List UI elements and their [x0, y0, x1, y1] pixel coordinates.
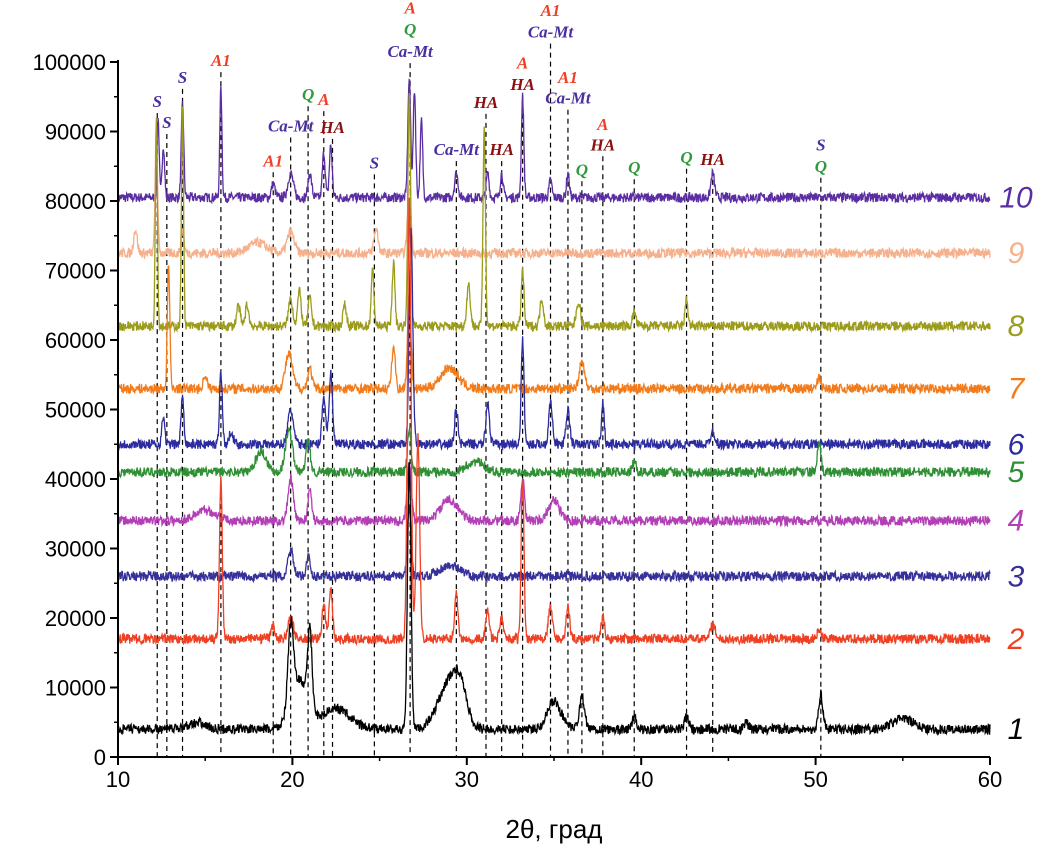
phase-label: Q — [680, 148, 692, 167]
phase-label: Q — [628, 158, 640, 177]
phase-label: HA — [699, 150, 725, 169]
phase-label: Q — [576, 160, 588, 179]
series-line-10 — [117, 78, 991, 205]
series-line-8 — [117, 93, 991, 334]
phase-label: Q — [302, 85, 314, 104]
phase-label: S — [816, 135, 825, 154]
x-tick-label: 50 — [803, 767, 827, 792]
phase-label: Q — [404, 20, 416, 39]
y-tick-label: 50000 — [45, 398, 106, 423]
x-axis-label: 2θ, град — [506, 814, 603, 844]
phase-label: Ca-Mt — [387, 42, 434, 61]
phase-label: Ca-Mt — [434, 140, 481, 159]
series-label-5: 5 — [1008, 456, 1025, 489]
y-tick-label: 40000 — [45, 467, 106, 492]
series-group: 10 9 8 7 65 4 3 2 1 — [117, 78, 1033, 746]
phase-label: S — [162, 113, 171, 132]
phase-label: Ca-Mt — [268, 117, 315, 136]
y-tick-label: 60000 — [45, 328, 106, 353]
y-tick-label: 80000 — [45, 189, 106, 214]
series-label-7: 7 — [1008, 373, 1026, 406]
series-line-4 — [117, 462, 991, 528]
phase-label: Ca-Mt — [528, 23, 575, 42]
x-tick-label: 40 — [629, 767, 653, 792]
phase-label: S — [153, 92, 162, 111]
series-label-8: 8 — [1008, 310, 1025, 343]
series-label-10: 10 — [999, 182, 1033, 215]
y-tick-label: 10000 — [45, 676, 106, 701]
phase-label: S — [178, 68, 187, 87]
phase-label: A — [516, 53, 528, 72]
x-tick-label: 10 — [106, 767, 130, 792]
x-tick-label: 30 — [455, 767, 479, 792]
phase-label: A — [403, 0, 415, 17]
phase-label: A1 — [540, 1, 561, 20]
phase-label: HA — [509, 75, 535, 94]
series-label-2: 2 — [1007, 623, 1025, 656]
phase-label: A — [596, 115, 608, 134]
y-tick-label: 0 — [94, 745, 106, 770]
series-line-2 — [117, 197, 991, 647]
phase-label: S — [370, 153, 379, 172]
reflection-markers — [156, 43, 822, 757]
series-label-3: 3 — [1008, 560, 1025, 593]
y-tick-label: 70000 — [45, 259, 106, 284]
y-tick-label: 20000 — [45, 606, 106, 631]
series-label-9: 9 — [1008, 237, 1025, 270]
phase-label: HA — [590, 135, 616, 154]
series-line-1 — [117, 462, 991, 737]
y-tick-label: 100000 — [33, 50, 106, 75]
phase-label: A1 — [262, 151, 283, 170]
phase-label: Q — [815, 157, 827, 176]
series-label-6: 6 — [1008, 428, 1025, 461]
series-label-4: 4 — [1008, 505, 1025, 538]
x-tick-label: 20 — [280, 767, 304, 792]
phase-label: A1 — [210, 51, 231, 70]
phase-label: HA — [319, 118, 345, 137]
phase-label: Ca-Mt — [545, 89, 592, 108]
phase-label: A1 — [557, 68, 578, 87]
series-line-9 — [117, 129, 991, 261]
y-tick-label: 30000 — [45, 537, 106, 562]
series-line-3 — [117, 504, 991, 584]
series-line-7 — [117, 265, 991, 396]
series-line-5 — [117, 427, 991, 480]
series-label-1: 1 — [1008, 713, 1025, 746]
phase-label: A — [317, 90, 329, 109]
phase-label: HA — [488, 140, 514, 159]
y-tick-label: 90000 — [45, 120, 106, 145]
series-line-6 — [117, 227, 991, 452]
axes: 0 10000 20000 30000 40000 50000 60000 70000 8000… — [33, 50, 1003, 792]
phase-label: HA — [473, 93, 499, 112]
x-tick-label: 60 — [978, 767, 1002, 792]
